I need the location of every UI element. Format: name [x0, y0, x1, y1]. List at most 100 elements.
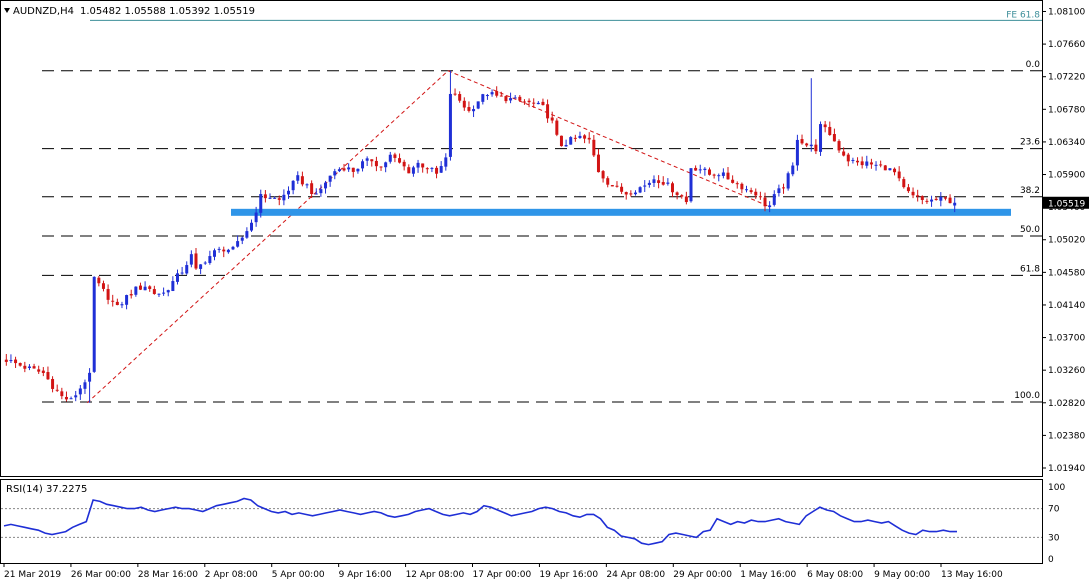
candle-body: [934, 198, 938, 201]
candle-body: [670, 183, 674, 193]
candle-body: [175, 273, 179, 282]
price-tick-label: 1.08100: [1048, 7, 1085, 17]
candle-body: [643, 185, 647, 187]
ohlc-values: 1.05482 1.05588 1.05392 1.05519: [80, 6, 255, 17]
candle-body: [536, 102, 540, 105]
rsi-tick-label: 70: [1048, 505, 1060, 515]
candle-body: [273, 197, 277, 199]
candle-body: [897, 171, 901, 179]
candle-body: [226, 249, 230, 253]
candles: [4, 70, 957, 403]
candle-body: [578, 135, 582, 139]
candle-body: [37, 369, 41, 372]
candle-body: [745, 189, 749, 191]
candle-body: [902, 179, 906, 188]
time-tick-label: 26 Mar 00:00: [71, 570, 131, 580]
candle-body: [795, 139, 799, 166]
candle-body: [573, 137, 577, 139]
candle-body: [601, 171, 605, 179]
candle-body: [250, 222, 254, 231]
candle-body: [101, 283, 105, 289]
price-tick-label: 1.03260: [1048, 366, 1085, 376]
candle-body: [240, 237, 244, 241]
candle-body: [9, 360, 13, 362]
candle-body: [939, 196, 943, 201]
candle-body: [97, 277, 101, 284]
candle-body: [310, 183, 314, 194]
candle-body: [287, 190, 291, 195]
candle-body: [509, 98, 513, 101]
price-tick-label: 1.04140: [1048, 301, 1085, 311]
candle-body: [846, 154, 850, 162]
candle-body: [948, 197, 952, 204]
support-zone: [231, 208, 1011, 216]
candle-body: [458, 94, 462, 101]
candle-body: [610, 185, 614, 187]
candle-body: [472, 109, 476, 112]
candle-body: [55, 389, 59, 391]
time-tick-label: 19 Apr 16:00: [539, 570, 598, 580]
candle-body: [800, 139, 804, 144]
candle-body: [485, 95, 489, 97]
candle-body: [171, 281, 175, 291]
candle-body: [893, 168, 897, 173]
candle-body: [819, 124, 823, 152]
candle-body: [620, 186, 624, 192]
price-tick-label: 1.03700: [1048, 334, 1085, 344]
candle-body: [707, 169, 711, 175]
candle-body: [680, 195, 684, 197]
candle-body: [721, 172, 725, 176]
candle-body: [513, 97, 517, 99]
candle-body: [111, 300, 115, 302]
candle-body: [638, 187, 642, 193]
candle-body: [361, 161, 365, 169]
candle-body: [698, 169, 702, 171]
candle-body: [888, 168, 892, 171]
candle-body: [865, 161, 869, 166]
candle-body: [83, 382, 87, 389]
candle-body: [277, 198, 281, 200]
candle-body: [217, 248, 221, 250]
candle-body: [782, 187, 786, 189]
rsi-line: [3, 497, 957, 546]
candle-body: [384, 162, 388, 168]
time-tick-label: 12 Apr 08:00: [406, 570, 465, 580]
candle-body: [712, 174, 716, 176]
candle-body: [490, 92, 494, 95]
candle-body: [448, 93, 452, 157]
candle-body: [46, 372, 50, 380]
candle-body: [337, 169, 341, 172]
candle-body: [319, 189, 323, 194]
fib-level-label: 0.0: [1026, 60, 1041, 70]
current-price-tag: [1043, 196, 1089, 209]
price-tick-label: 1.06780: [1048, 105, 1085, 115]
fe-level-label: FE 61.8: [1006, 10, 1040, 20]
candle-body: [684, 196, 688, 203]
candle-body: [675, 192, 679, 195]
candle-body: [296, 175, 300, 181]
candle-body: [832, 134, 836, 142]
candle-body: [324, 182, 328, 189]
candle-body: [851, 159, 855, 161]
candle-body: [333, 171, 337, 176]
time-tick-label: 9 May 00:00: [874, 570, 930, 580]
rsi-tick-label: 30: [1048, 533, 1060, 543]
candle-body: [559, 135, 563, 147]
candle-body: [143, 286, 147, 291]
candle-body: [212, 250, 216, 257]
candle-body: [499, 95, 503, 97]
candle-body: [823, 124, 827, 128]
dropdown-arrow-icon[interactable]: [4, 8, 10, 13]
candle-body: [14, 359, 18, 364]
price-tick-label: 1.02820: [1048, 399, 1085, 409]
candle-body: [930, 199, 934, 202]
candle-body: [430, 167, 434, 169]
price-tick-label: 1.07660: [1048, 40, 1085, 50]
candle-body: [731, 179, 735, 183]
candle-body: [18, 362, 22, 366]
candle-body: [199, 264, 203, 269]
candle-body: [842, 151, 846, 156]
candle-body: [550, 117, 554, 121]
candle-body: [148, 286, 152, 289]
candle-body: [388, 154, 392, 162]
